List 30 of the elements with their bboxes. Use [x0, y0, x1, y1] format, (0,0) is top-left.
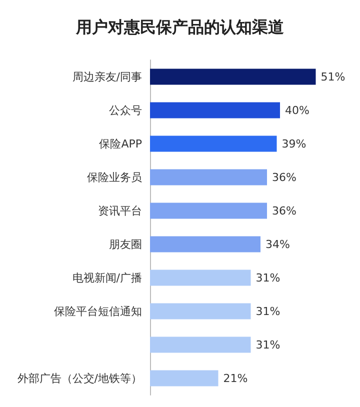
- data-label: 31%: [256, 304, 280, 318]
- data-label: 21%: [223, 372, 248, 385]
- y-tick-label: 保险平台短信通知: [54, 304, 142, 318]
- y-tick-label: 保险APP: [99, 137, 142, 150]
- data-label: 31%: [256, 271, 280, 284]
- data-label: 36%: [272, 170, 296, 184]
- y-tick-label: 保险业务员: [87, 170, 142, 184]
- bar: [150, 169, 267, 186]
- chart-title: 用户对惠民保产品的认知渠道: [75, 18, 285, 36]
- bar: [150, 102, 280, 118]
- y-tick-label: 朋友圈: [109, 238, 142, 251]
- bar: [150, 68, 316, 85]
- data-label: 34%: [266, 238, 290, 251]
- bar: [150, 202, 267, 219]
- y-tick-label: 外部广告（公交/地铁等）: [17, 372, 142, 385]
- bar: [150, 303, 251, 320]
- bar: [150, 136, 277, 152]
- y-tick-label: 资讯平台: [98, 204, 142, 218]
- data-label: 39%: [282, 137, 306, 150]
- y-tick-label: 公众号: [109, 104, 142, 117]
- bar: [150, 236, 260, 252]
- bar: [150, 370, 218, 386]
- y-tick-label: 周边亲友/同事: [72, 70, 142, 84]
- data-label: 51%: [320, 70, 346, 84]
- bar: [150, 336, 251, 353]
- data-label: 31%: [256, 338, 280, 352]
- y-tick-label: 电视新闻/广播: [72, 271, 142, 284]
- bar: [150, 270, 251, 286]
- data-label: 40%: [285, 104, 310, 117]
- data-label: 36%: [272, 204, 296, 218]
